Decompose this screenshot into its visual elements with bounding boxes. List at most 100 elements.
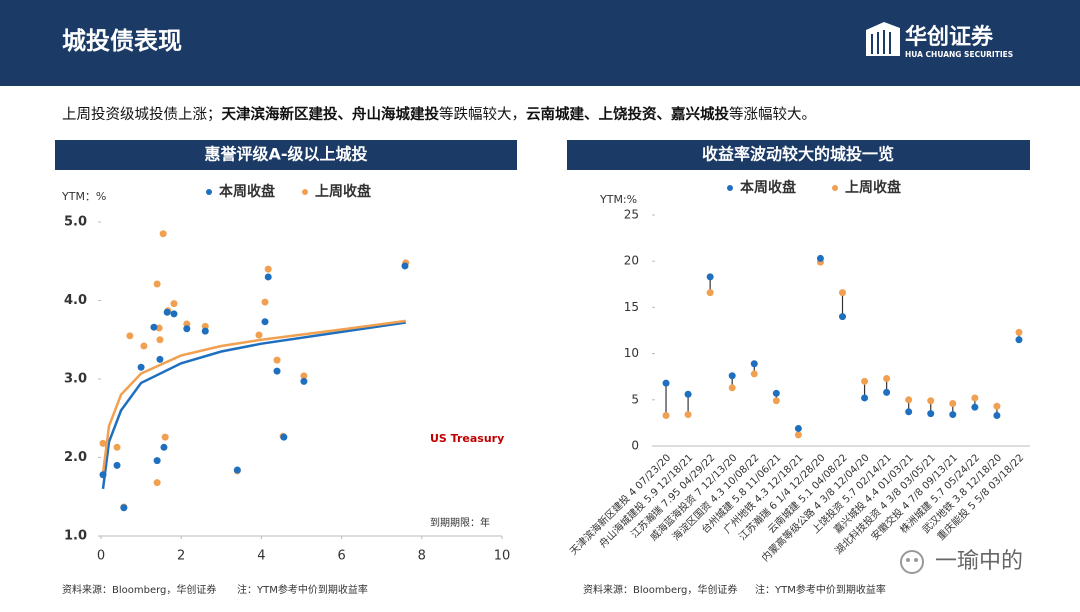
x-tick-label: 2 bbox=[177, 549, 185, 564]
fit-curve bbox=[101, 321, 406, 490]
point bbox=[99, 471, 107, 479]
panel-title-bar bbox=[55, 140, 517, 170]
x-axis-label: 到期期限：年 bbox=[430, 516, 490, 529]
point bbox=[137, 363, 145, 371]
point bbox=[153, 479, 161, 487]
point bbox=[264, 273, 272, 281]
point bbox=[201, 327, 209, 335]
point bbox=[706, 273, 714, 281]
point bbox=[300, 377, 308, 385]
point bbox=[120, 504, 128, 512]
point bbox=[728, 384, 736, 392]
watermark-icon bbox=[900, 550, 924, 574]
point bbox=[861, 377, 869, 385]
point bbox=[1015, 336, 1023, 344]
point bbox=[684, 390, 692, 398]
x-tick-label: 8 bbox=[418, 549, 426, 564]
watermark: 一瑜中的 bbox=[935, 549, 1023, 574]
panel-title-bar bbox=[567, 140, 1030, 170]
point bbox=[153, 280, 161, 288]
point bbox=[280, 433, 288, 441]
point bbox=[99, 439, 107, 447]
source-note: 资料来源：Bloomberg，华创证券 bbox=[583, 583, 737, 596]
legend-marker bbox=[302, 189, 308, 195]
point bbox=[150, 323, 158, 331]
summary: 上周投资级城投债上涨；天津滨海新区建投、舟山海城建投等跌幅较大，云南城建、上饶投… bbox=[62, 105, 816, 123]
point bbox=[140, 342, 148, 350]
summary-segment: 等跌幅较大， bbox=[439, 105, 526, 123]
point bbox=[264, 265, 272, 273]
y-tick-label: 4.0 bbox=[64, 293, 87, 308]
point bbox=[662, 379, 670, 387]
y-tick-label: 3.0 bbox=[64, 372, 87, 387]
summary-segment: 云南城建、上饶投资、嘉兴城投 bbox=[526, 105, 729, 123]
y-axis-label: YTM：% bbox=[61, 190, 106, 203]
point bbox=[113, 461, 121, 469]
point bbox=[905, 408, 913, 416]
y-tick-label: 5.0 bbox=[64, 215, 87, 230]
source-note: 资料来源：Bloomberg，华创证券 bbox=[62, 583, 216, 596]
legend-label: 上周收盘 bbox=[315, 183, 371, 200]
panel-title: 惠誉评级A-级以上城投 bbox=[204, 145, 367, 164]
point bbox=[662, 412, 670, 420]
point bbox=[949, 411, 957, 419]
legend-label: 上周收盘 bbox=[845, 179, 901, 196]
point bbox=[1015, 328, 1023, 336]
point bbox=[159, 230, 167, 238]
point bbox=[883, 375, 891, 383]
point bbox=[161, 433, 169, 441]
point bbox=[750, 370, 758, 378]
legend-marker bbox=[206, 189, 212, 195]
panel-title: 收益率波动较大的城投一览 bbox=[702, 145, 894, 164]
point bbox=[816, 254, 824, 262]
point bbox=[170, 300, 178, 308]
footnote: 注：YTM参考中价到期收益率 bbox=[237, 583, 368, 596]
legend-marker bbox=[727, 185, 733, 191]
point bbox=[772, 389, 780, 397]
point bbox=[839, 289, 846, 297]
y-axis-label: YTM:% bbox=[599, 193, 637, 206]
point bbox=[728, 372, 736, 380]
logo-subtext: HUA CHUANG SECURITIES bbox=[905, 50, 1013, 59]
logo-text: 华创证券 bbox=[905, 24, 994, 50]
point bbox=[273, 356, 281, 364]
point bbox=[261, 318, 269, 326]
y-tick-label: 20 bbox=[624, 254, 639, 268]
summary-segment: 等涨幅较大。 bbox=[729, 105, 816, 123]
point bbox=[156, 355, 164, 363]
summary-segment: 天津滨海新区建投、舟山海城建投 bbox=[222, 105, 440, 123]
point bbox=[170, 310, 178, 318]
legend-marker bbox=[832, 185, 838, 191]
x-tick-label: 0 bbox=[97, 549, 105, 564]
point bbox=[160, 443, 168, 451]
y-tick-label: 25 bbox=[624, 208, 639, 222]
point bbox=[183, 325, 191, 333]
annotation: US Treasury bbox=[430, 432, 504, 445]
point bbox=[401, 262, 409, 270]
point bbox=[993, 402, 1001, 410]
x-tick-label: 10 bbox=[494, 549, 511, 564]
y-tick-label: 0 bbox=[631, 439, 639, 453]
point bbox=[971, 394, 979, 402]
y-tick-label: 15 bbox=[624, 300, 639, 314]
point bbox=[684, 411, 692, 419]
point bbox=[927, 397, 935, 405]
point bbox=[163, 308, 171, 316]
point bbox=[971, 403, 979, 411]
x-tick-label: 6 bbox=[337, 549, 345, 564]
point bbox=[261, 298, 269, 306]
summary-segment: 上周投资级城投债上涨； bbox=[62, 106, 222, 123]
fit-curve bbox=[101, 319, 406, 474]
legend-label: 本周收盘 bbox=[740, 179, 796, 196]
logo-icon bbox=[866, 22, 900, 56]
point bbox=[155, 324, 163, 332]
point bbox=[233, 466, 241, 474]
point bbox=[794, 424, 802, 432]
y-tick-label: 1.0 bbox=[64, 529, 87, 544]
point bbox=[156, 336, 164, 344]
y-tick-label: 5 bbox=[631, 392, 639, 406]
point bbox=[839, 313, 846, 321]
point bbox=[949, 399, 957, 407]
